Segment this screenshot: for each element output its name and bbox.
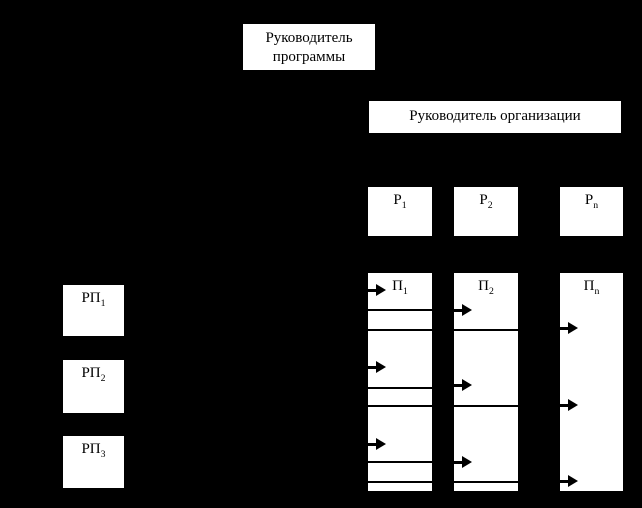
divider-line — [368, 309, 432, 311]
column-dept-2-label: П2 — [478, 278, 494, 297]
column-dept-1-label: П1 — [392, 278, 408, 297]
node-program-lead-2: РП2 — [61, 358, 126, 415]
node-program-lead-1-label: РП1 — [81, 290, 106, 309]
node-dept-head-1: Р1 — [366, 185, 434, 238]
node-program-manager-line2: программы — [272, 49, 346, 65]
node-org-manager-label: Руководитель организации — [409, 108, 581, 124]
divider-line — [368, 405, 432, 407]
divider-line — [454, 481, 518, 483]
column-dept-n: Пn — [558, 271, 625, 493]
node-program-lead-2-label: РП2 — [81, 365, 106, 384]
divider-line — [368, 461, 432, 463]
divider-line — [454, 329, 518, 331]
arrow-right-icon — [558, 475, 578, 487]
arrow-right-icon — [558, 399, 578, 411]
node-program-lead-1: РП1 — [61, 283, 126, 338]
node-program-manager-line1: Руководитель — [265, 30, 353, 46]
column-dept-1: П1 — [366, 271, 434, 493]
arrow-right-icon — [366, 438, 386, 450]
node-dept-head-2-label: Р2 — [479, 192, 493, 211]
node-dept-head-n: Рn — [558, 185, 625, 238]
divider-line — [368, 387, 432, 389]
arrow-right-icon — [558, 322, 578, 334]
node-program-lead-3: РП3 — [61, 434, 126, 490]
arrow-right-icon — [452, 379, 472, 391]
node-program-lead-3-label: РП3 — [81, 441, 106, 460]
node-dept-head-2: Р2 — [452, 185, 520, 238]
arrow-right-icon — [452, 456, 472, 468]
arrow-right-icon — [452, 304, 472, 316]
divider-line — [368, 329, 432, 331]
arrow-right-icon — [366, 284, 386, 296]
node-program-manager: Руководитель программы — [241, 22, 377, 72]
column-dept-2: П2 — [452, 271, 520, 493]
node-dept-head-n-label: Рn — [584, 192, 599, 211]
node-dept-head-1-label: Р1 — [393, 192, 407, 211]
arrow-right-icon — [366, 361, 386, 373]
column-dept-n-label: Пn — [583, 278, 600, 297]
divider-line — [454, 405, 518, 407]
node-org-manager: Руководитель организации — [367, 99, 623, 135]
divider-line — [368, 481, 432, 483]
